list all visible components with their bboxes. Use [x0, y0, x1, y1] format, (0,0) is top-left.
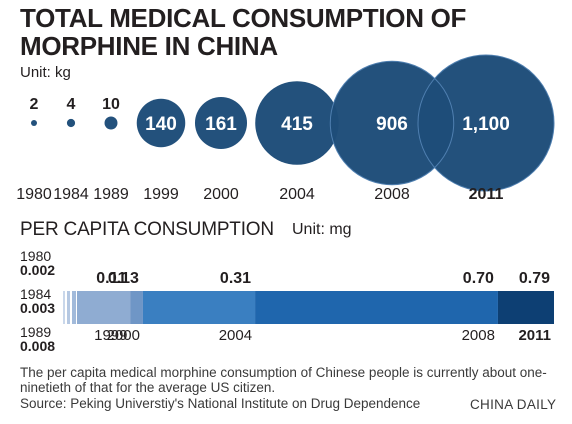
- bar-segment-1999: [77, 291, 131, 324]
- bubble-1989: [104, 116, 118, 130]
- source-line: Source: Peking Universtiy's National Ins…: [20, 396, 421, 411]
- chart-title: TOTAL MEDICAL CONSUMPTION OF MORPHINE IN…: [20, 3, 467, 61]
- bubble-2011: [418, 55, 554, 191]
- early-year-1980: 1980 0.002: [20, 249, 55, 277]
- bubble-value-1980: 2: [30, 96, 39, 113]
- bubble-value-1989: 10: [102, 96, 120, 113]
- bubble-year-2008: 2008: [374, 186, 410, 203]
- per-capita-year-2000: 2000: [106, 327, 140, 344]
- per-capita-unit: Unit: mg: [292, 221, 352, 238]
- bubble-2004: [255, 81, 339, 165]
- bar-segment-1980: [63, 291, 65, 324]
- bubble-value-2008: 906: [376, 114, 408, 135]
- bubble-2008: [330, 61, 454, 185]
- bubble-value-2000: 161: [205, 114, 237, 135]
- bubble-1984: [66, 118, 76, 128]
- early-year-1984: 1984 0.003: [20, 287, 55, 315]
- bubble-year-2011: 2011: [468, 186, 504, 203]
- year-label: 1984: [20, 286, 52, 302]
- value-label: 0.002: [20, 262, 56, 278]
- per-capita-value-2011: 0.79: [518, 270, 550, 287]
- bubble-year-2004: 2004: [279, 186, 315, 203]
- year-label: 1980: [20, 248, 52, 264]
- bubble-2000: [194, 96, 248, 150]
- bubble-value-1984: 4: [67, 96, 76, 113]
- per-capita-year-2008: 2008: [461, 327, 495, 344]
- per-capita-value-2000: 0.13: [107, 270, 139, 287]
- bar-segment-2004: [142, 291, 256, 324]
- bubble-outline-2011: [417, 54, 555, 192]
- value-label: 0.008: [20, 338, 56, 354]
- bubble-1980: [31, 120, 37, 126]
- per-capita-value-2008: 0.70: [462, 270, 494, 287]
- per-capita-year-2004: 2004: [218, 327, 253, 344]
- per-capita-title: PER CAPITA CONSUMPTION: [20, 219, 274, 240]
- bubble-unit-label: Unit: kg: [20, 64, 71, 81]
- bubble-year-1984: 1984: [53, 186, 89, 203]
- bar-segment-2011: [497, 291, 554, 324]
- footnote: The per capita medical morphine consumpt…: [20, 365, 547, 395]
- bar-segment-2008: [255, 291, 498, 324]
- bubble-outline-2008: [329, 60, 455, 186]
- bubble-year-1989: 1989: [93, 186, 129, 203]
- per-capita-value-2004: 0.31: [219, 270, 252, 287]
- bubble-value-2011: 1,100: [462, 114, 510, 135]
- per-capita-year-1999: 1999: [94, 327, 128, 344]
- bar-segment-2000: [130, 291, 143, 324]
- bubble-year-2000: 2000: [203, 186, 239, 203]
- value-label: 0.003: [20, 300, 56, 316]
- bar-segment-1989: [72, 291, 76, 324]
- per-capita-year-2011: 2011: [518, 327, 551, 344]
- credit-line: CHINA DAILY: [470, 397, 557, 412]
- early-year-1989: 1989 0.008: [20, 325, 55, 353]
- bubble-value-2004: 415: [281, 114, 313, 135]
- bar-segment-1984: [67, 291, 70, 324]
- per-capita-value-1999: 0.11: [96, 270, 127, 287]
- bubble-year-1999: 1999: [143, 186, 179, 203]
- bubble-year-1980: 1980: [16, 186, 52, 203]
- bubble-value-1999: 140: [145, 114, 177, 135]
- year-label: 1989: [20, 324, 52, 340]
- bubble-1999: [136, 98, 186, 148]
